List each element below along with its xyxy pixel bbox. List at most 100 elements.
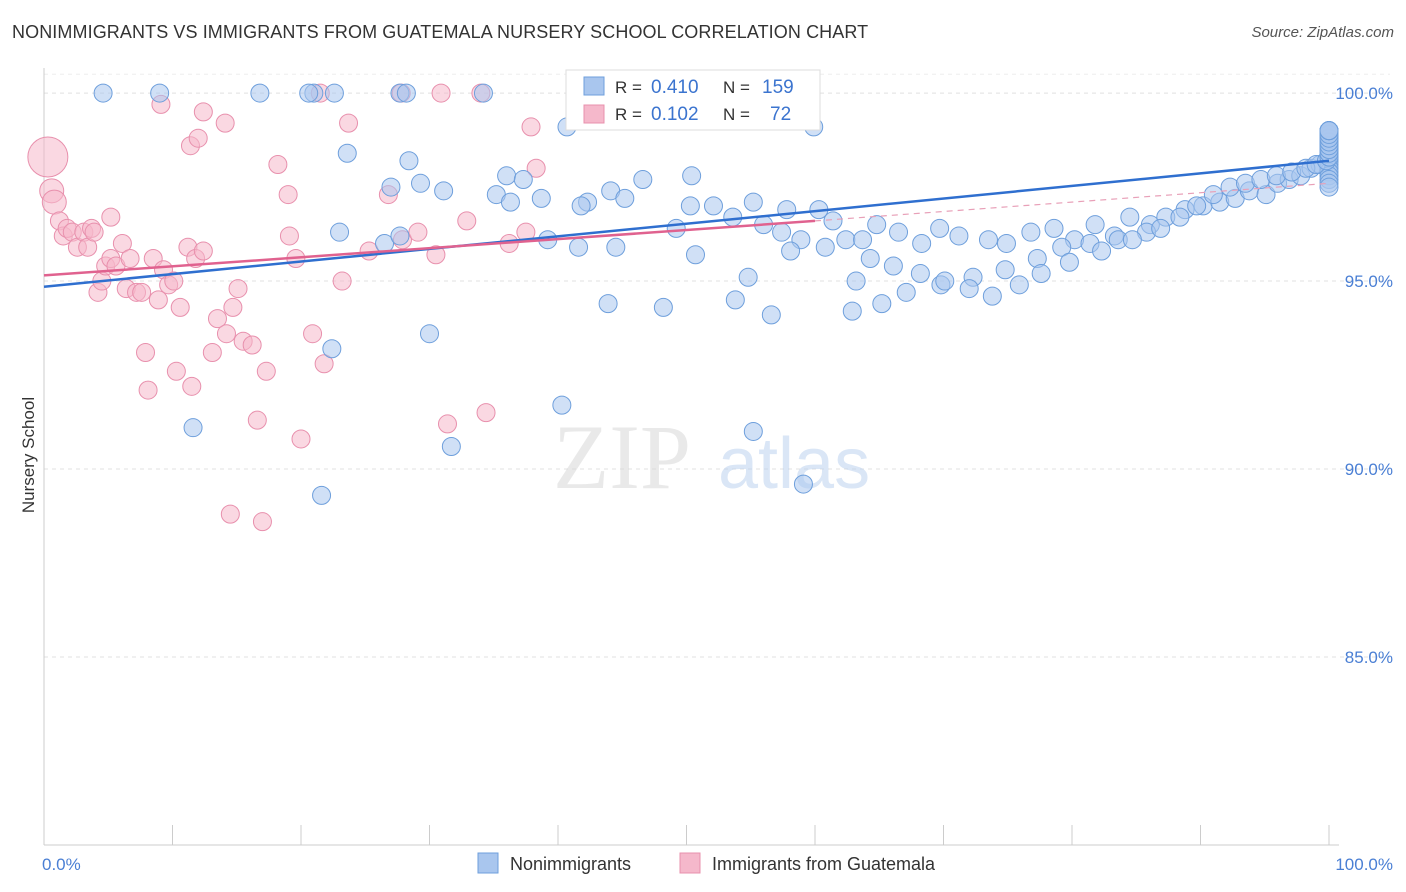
y-tick-label-1: 90.0% — [1345, 460, 1393, 479]
y-axis-label: Nursery School — [19, 397, 38, 513]
nonimmigrant-point — [823, 211, 843, 231]
nonimmigrant-point — [606, 237, 626, 257]
nonimmigrant-point — [682, 166, 702, 186]
legend-label-immigrants: Immigrants from Guatemala — [712, 854, 936, 874]
nonimmigrant-point — [1319, 121, 1339, 141]
stats-swatch-blue — [583, 76, 605, 96]
nonimmigrant-point — [815, 237, 835, 257]
stats-r-label-pink: R = — [615, 105, 642, 124]
nonimmigrant-point — [883, 256, 903, 276]
immigrant-point — [339, 113, 359, 133]
nonimmigrant-point — [1170, 207, 1190, 227]
immigrant-point — [220, 504, 240, 524]
immigrant-point — [170, 297, 190, 317]
nonimmigrant-point — [1120, 207, 1140, 227]
stats-r-value-blue: 0.410 — [651, 77, 699, 98]
nonimmigrant-point — [1059, 252, 1079, 272]
nonimmigrant-point — [1031, 264, 1051, 284]
nonimmigrant-point — [982, 286, 1002, 306]
immigrant-point — [408, 222, 428, 242]
stats-n-label-pink: N = — [723, 105, 750, 124]
nonimmigrant-point — [1044, 218, 1064, 238]
nonimmigrant-point — [959, 279, 979, 299]
nonimmigrant-point — [150, 83, 170, 103]
nonimmigrant-point — [1187, 196, 1207, 216]
nonimmigrant-point — [1052, 237, 1072, 257]
immigrant-point — [182, 376, 202, 396]
immigrant-point — [164, 271, 184, 291]
nonimmigrant-point — [978, 230, 998, 250]
nonimmigrant-point — [860, 249, 880, 268]
immigrant-point — [291, 429, 311, 449]
immigrant-point — [132, 282, 152, 302]
y-tick-label-0: 85.0% — [1345, 648, 1393, 667]
y-tick-label-2: 95.0% — [1345, 272, 1393, 291]
nonimmigrant-point — [761, 305, 781, 325]
nonimmigrant-point — [1085, 215, 1105, 235]
immigrant-point — [279, 226, 299, 246]
nonimmigrant-point — [569, 237, 589, 257]
nonimmigrant-point — [743, 421, 763, 441]
nonimmigrant-point — [1122, 230, 1142, 250]
nonimmigrant-point — [633, 170, 653, 190]
nonimmigrant-point — [846, 271, 866, 291]
nonimmigrant-point — [1319, 177, 1339, 197]
immigrant-point — [188, 128, 208, 148]
immigrant-point — [148, 290, 168, 310]
immigrant-point — [314, 354, 334, 374]
immigrant-point — [437, 414, 457, 434]
nonimmigrant-point — [615, 188, 635, 208]
immigrant-point — [215, 113, 235, 133]
nonimmigrant-point — [703, 196, 723, 216]
nonimmigrant-point — [793, 474, 813, 494]
nonimmigrant-point — [1151, 218, 1171, 238]
nonimmigrant-point — [500, 192, 520, 212]
stats-swatch-pink — [583, 104, 605, 124]
immigrant-point — [256, 361, 276, 381]
nonimmigrant-point — [330, 222, 350, 242]
nonimmigrant-point — [685, 245, 705, 265]
nonimmigrant-point — [571, 196, 591, 216]
nonimmigrant-point — [473, 83, 493, 103]
nonimmigrant-point — [1021, 222, 1041, 242]
nonimmigrant-point — [322, 339, 342, 359]
immigrant-point — [268, 155, 288, 175]
nonimmigrant-point — [743, 192, 763, 212]
immigrant-point — [332, 271, 352, 291]
immigrant-point — [112, 233, 132, 253]
x-tick-label-max: 100.0% — [1335, 855, 1393, 874]
immigrant-point — [431, 83, 451, 103]
nonimmigrant-point — [390, 226, 410, 246]
nonimmigrant-point — [552, 395, 572, 415]
nonimmigrant-point — [889, 222, 909, 242]
trend-line-immigrants — [43, 219, 816, 277]
immigrant-point — [207, 309, 227, 329]
nonimmigrant-point — [183, 418, 203, 438]
nonimmigrant-point — [930, 218, 950, 238]
immigrant-point — [476, 403, 496, 423]
nonimmigrant-point — [324, 83, 344, 103]
nonimmigrant-point — [420, 324, 439, 344]
nonimmigrant-point — [896, 282, 916, 302]
nonimmigrant-point — [725, 290, 745, 310]
nonimmigrant-point — [910, 264, 930, 284]
nonimmigrant-point — [836, 230, 856, 250]
nonimmigrant-point — [250, 83, 270, 103]
nonimmigrant-point — [853, 230, 873, 250]
immigrant-point — [242, 335, 262, 355]
nonimmigrant-point — [995, 260, 1015, 280]
nonimmigrant-point — [381, 177, 401, 197]
x-tick-label-min: 0.0% — [42, 855, 81, 874]
nonimmigrant-point — [912, 233, 932, 253]
nonimmigrant-point — [680, 196, 700, 216]
immigrant-point — [252, 512, 272, 532]
nonimmigrant-point — [1203, 185, 1223, 205]
nonimmigrant-point — [399, 151, 419, 171]
trend-lines — [43, 159, 1330, 288]
nonimmigrant-point — [781, 241, 801, 261]
nonimmigrant-point — [738, 267, 758, 287]
nonimmigrant-point — [872, 294, 892, 314]
nonimmigrant-point — [396, 83, 416, 103]
immigrant-point — [193, 241, 213, 261]
